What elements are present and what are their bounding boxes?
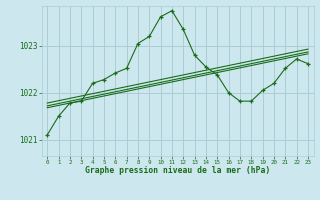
X-axis label: Graphe pression niveau de la mer (hPa): Graphe pression niveau de la mer (hPa) bbox=[85, 166, 270, 175]
